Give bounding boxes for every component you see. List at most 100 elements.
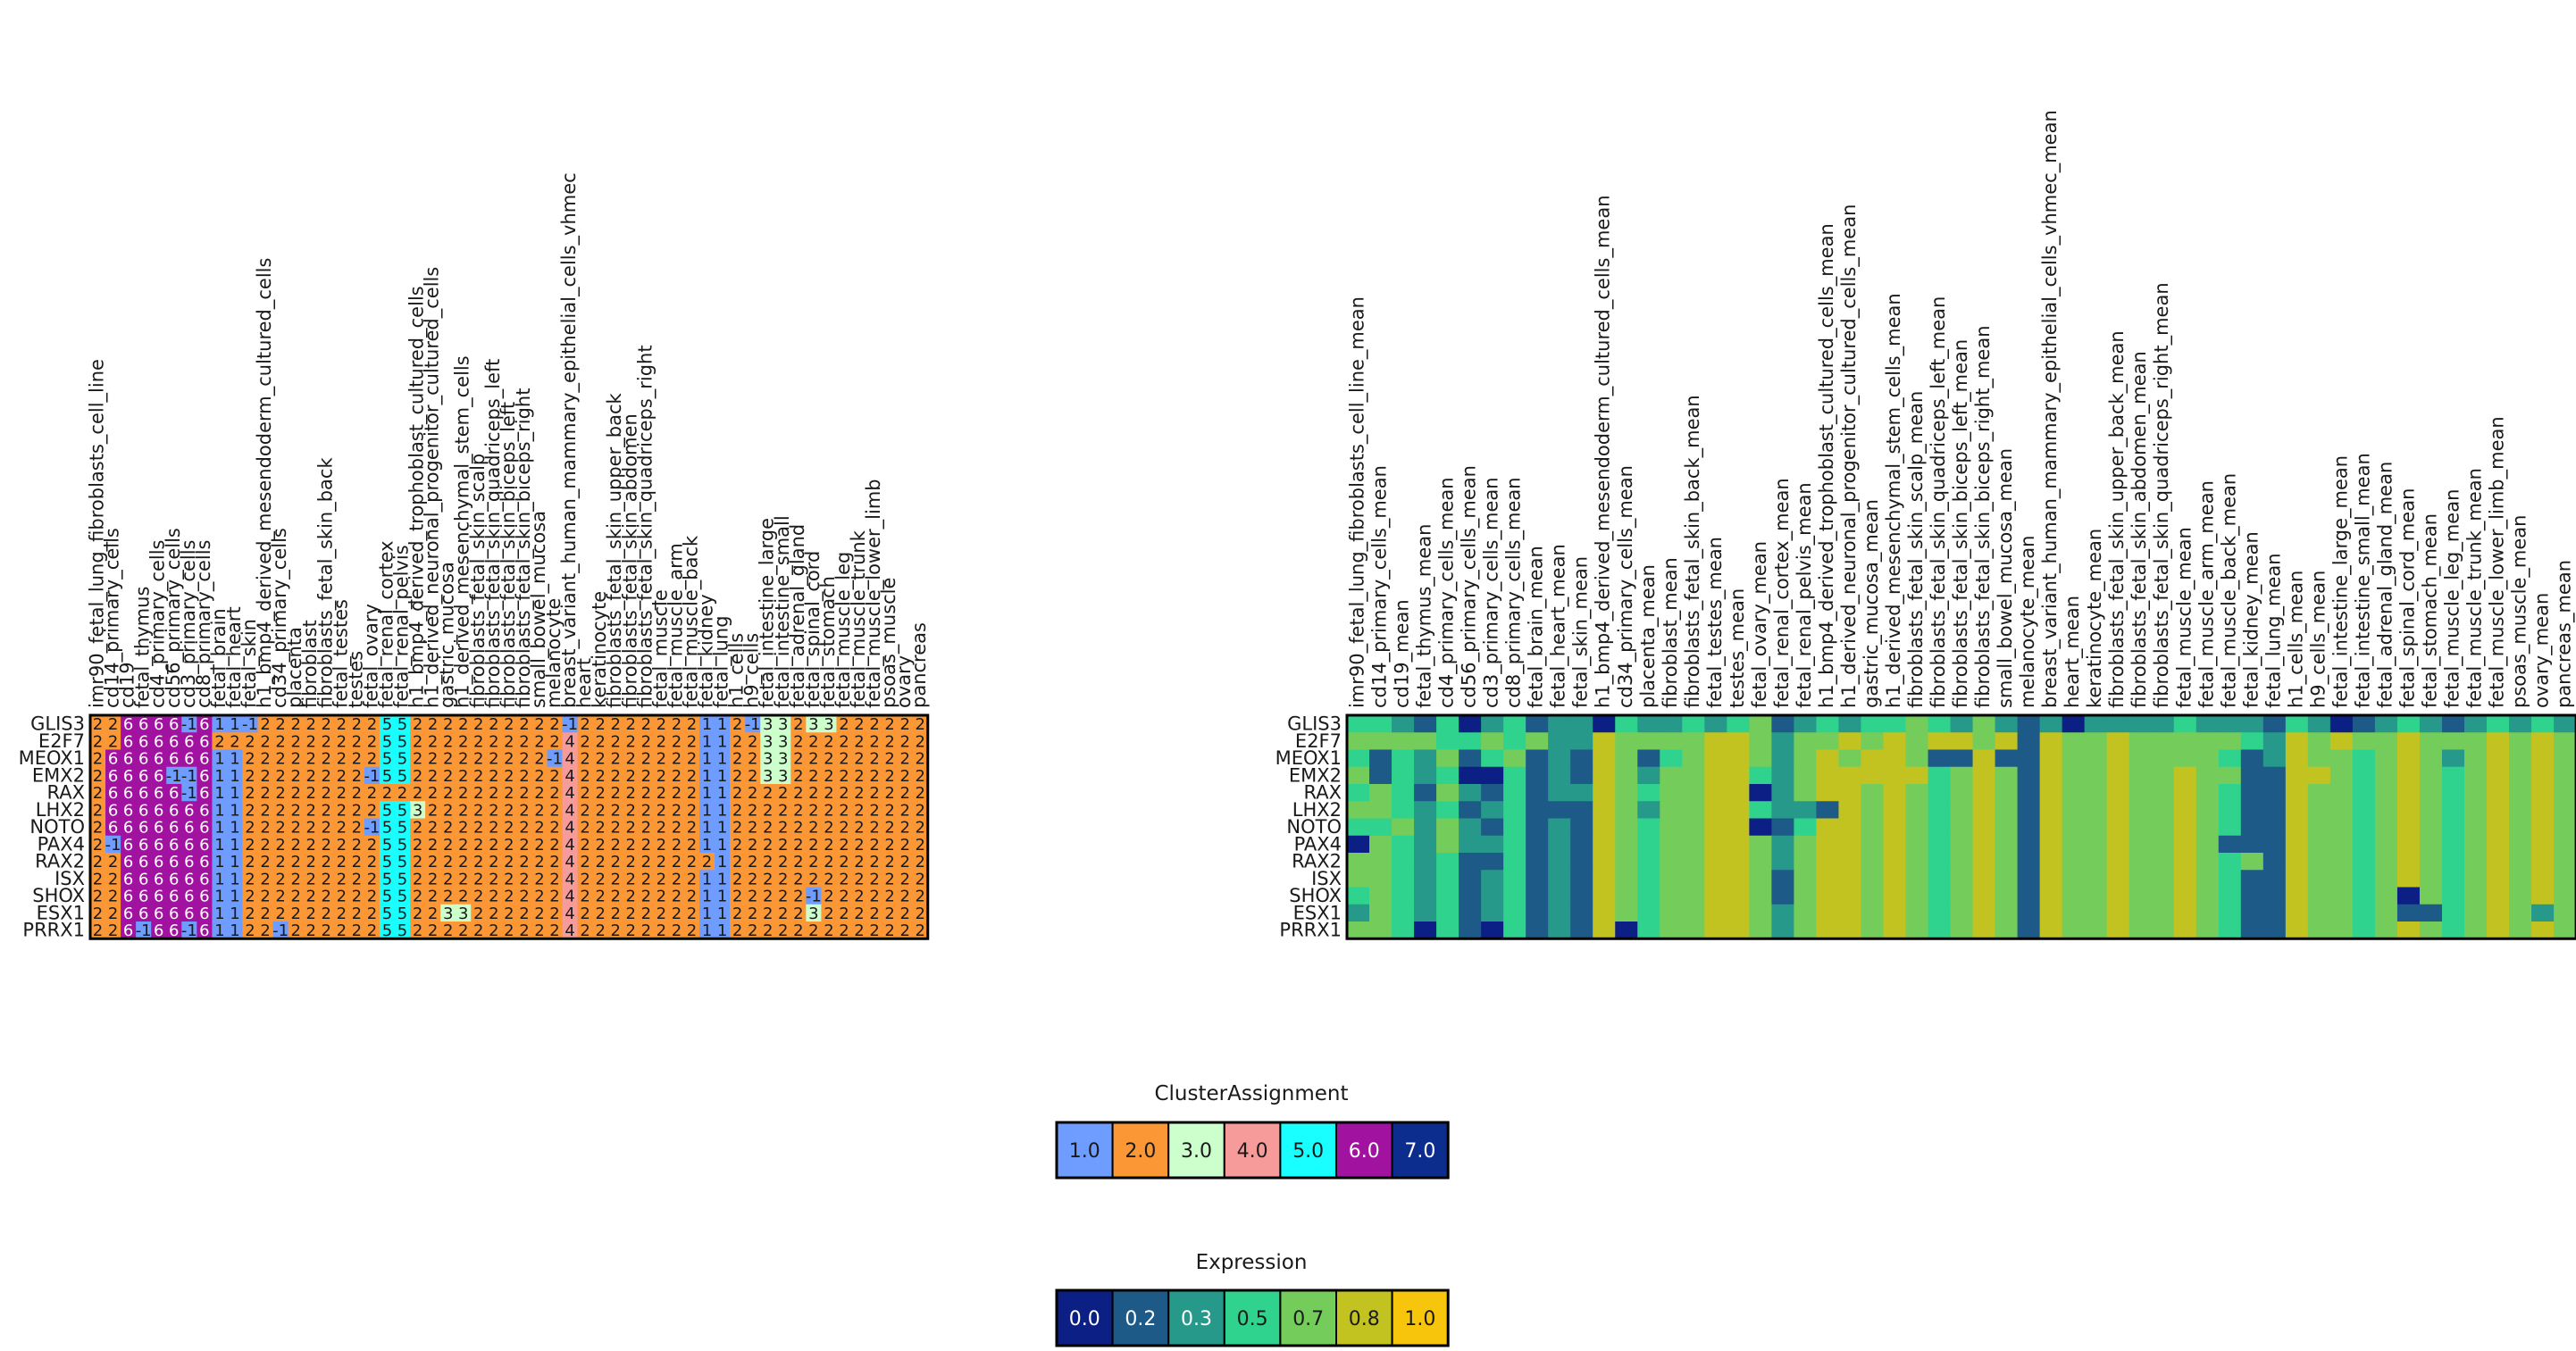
heatmap-cell: [836, 749, 852, 768]
cell-value-label: 6: [199, 732, 209, 751]
heatmap-cell: [699, 766, 715, 785]
heatmap-cell: [2487, 715, 2510, 733]
cell-value-label: 2: [245, 888, 255, 906]
heatmap-cell: [456, 904, 472, 922]
heatmap-cell: [1414, 732, 1437, 750]
heatmap-cell: [516, 922, 532, 939]
heatmap-cell: [272, 922, 289, 939]
column-label: breast_variant_human_mammary_epithelial_…: [558, 172, 581, 708]
heatmap-cell: [1548, 853, 1571, 871]
column-label: fetal_muscle_back_mean: [2218, 473, 2240, 708]
cell-value-label: 2: [839, 750, 849, 769]
heatmap-cell: [1727, 766, 1750, 785]
heatmap-cell: [1749, 715, 1772, 733]
column-label: melanocyte: [543, 598, 565, 708]
heatmap-cell: [607, 835, 624, 854]
cell-value-label: 2: [595, 784, 605, 803]
heatmap-cell: [303, 853, 320, 871]
cell-value-label: 2: [367, 836, 377, 855]
cell-value-label: 2: [657, 888, 666, 906]
heatmap-cell: [1816, 922, 1839, 939]
heatmap-cell: [1950, 766, 1973, 785]
heatmap-cell: [333, 749, 350, 768]
cell-value-label: 2: [443, 801, 453, 820]
heatmap-cell: [2084, 784, 2108, 802]
cell-value-label: 2: [549, 888, 559, 906]
column-label: fetal_kidney_mean: [2240, 531, 2262, 708]
heatmap-cell: [1392, 904, 1415, 922]
cell-value-label: 2: [337, 732, 347, 751]
heatmap-cell: [897, 818, 914, 837]
heatmap-cell: [1459, 818, 1482, 837]
heatmap-cell: [1727, 904, 1750, 922]
heatmap-cell: [181, 922, 197, 939]
heatmap-cell: [2106, 749, 2130, 768]
heatmap-cell: [2307, 801, 2331, 819]
heatmap-cell: [516, 904, 532, 922]
heatmap-cell: [866, 715, 882, 733]
heatmap-cell: [2285, 853, 2309, 871]
cell-value-label: 6: [123, 750, 133, 769]
heatmap-cell: [638, 835, 655, 854]
heatmap-cell: [212, 715, 228, 733]
heatmap-cell: [897, 887, 914, 905]
cell-value-label: 2: [443, 853, 453, 871]
cell-value-label: 2: [428, 853, 438, 871]
row-label: PRRX1: [1279, 920, 1342, 941]
column-label: fetal_muscle_trunk_mean: [2464, 468, 2487, 708]
cell-value-label: 5: [397, 853, 407, 871]
heatmap-cell: [2039, 922, 2063, 939]
heatmap-cell: [2173, 853, 2197, 871]
heatmap-cell: [806, 904, 822, 922]
heatmap-cell: [257, 870, 273, 888]
cell-value-label: 2: [854, 750, 864, 769]
cell-value-label: 2: [305, 750, 315, 769]
heatmap-cell: [90, 835, 106, 854]
heatmap-cell: [2396, 732, 2421, 750]
heatmap-cell: [668, 749, 685, 768]
heatmap-cell: [2062, 835, 2086, 854]
heatmap-cell: [257, 784, 273, 802]
heatmap-cell: [653, 749, 670, 768]
heatmap-cell: [136, 904, 152, 922]
cell-value-label: 3: [763, 732, 773, 751]
cell-value-label: 2: [93, 870, 103, 888]
heatmap-cell: [851, 922, 867, 939]
column-label: cd4_primary_cells: [147, 540, 170, 709]
cell-value-label: 6: [123, 853, 133, 871]
heatmap-cell: [699, 749, 715, 768]
heatmap-cell: [2084, 801, 2108, 819]
cell-value-label: 2: [808, 870, 818, 888]
row-label: RAX2: [1292, 851, 1342, 872]
heatmap-cell: [1459, 922, 1482, 939]
heatmap-cell: [2441, 853, 2465, 871]
heatmap-cell: [1682, 732, 1705, 750]
heatmap-cell: [2419, 818, 2443, 837]
heatmap-cell: [1972, 904, 1995, 922]
column-label: fetal_spinal_cord: [802, 551, 824, 708]
heatmap-cell: [851, 870, 867, 888]
cell-value-label: 2: [899, 784, 909, 803]
cell-value-label: 2: [869, 888, 879, 906]
cell-value-label: 6: [184, 750, 194, 769]
heatmap-cell: [2039, 818, 2063, 837]
cell-value-label: 2: [793, 801, 803, 820]
heatmap-cell: [2285, 818, 2309, 837]
heatmap-cell: [1883, 835, 1906, 854]
column-label: fetal_heart_mean: [1548, 544, 1570, 708]
heatmap-cell: [2374, 801, 2398, 819]
heatmap-cell: [227, 887, 243, 905]
heatmap-cell: [866, 870, 882, 888]
heatmap-cell: [348, 887, 365, 905]
heatmap-cell: [2419, 766, 2443, 785]
heatmap-cell: [197, 749, 213, 768]
heatmap-cell: [2329, 922, 2354, 939]
heatmap-cell: [2531, 853, 2555, 871]
cell-value-label: 2: [322, 784, 331, 803]
heatmap-cell: [882, 904, 899, 922]
cell-value-label: 1: [214, 888, 224, 906]
cell-value-label: 2: [322, 905, 331, 923]
heatmap-cell: [1905, 887, 1928, 905]
heatmap-cell: [562, 749, 578, 768]
heatmap-cell: [2262, 870, 2287, 888]
